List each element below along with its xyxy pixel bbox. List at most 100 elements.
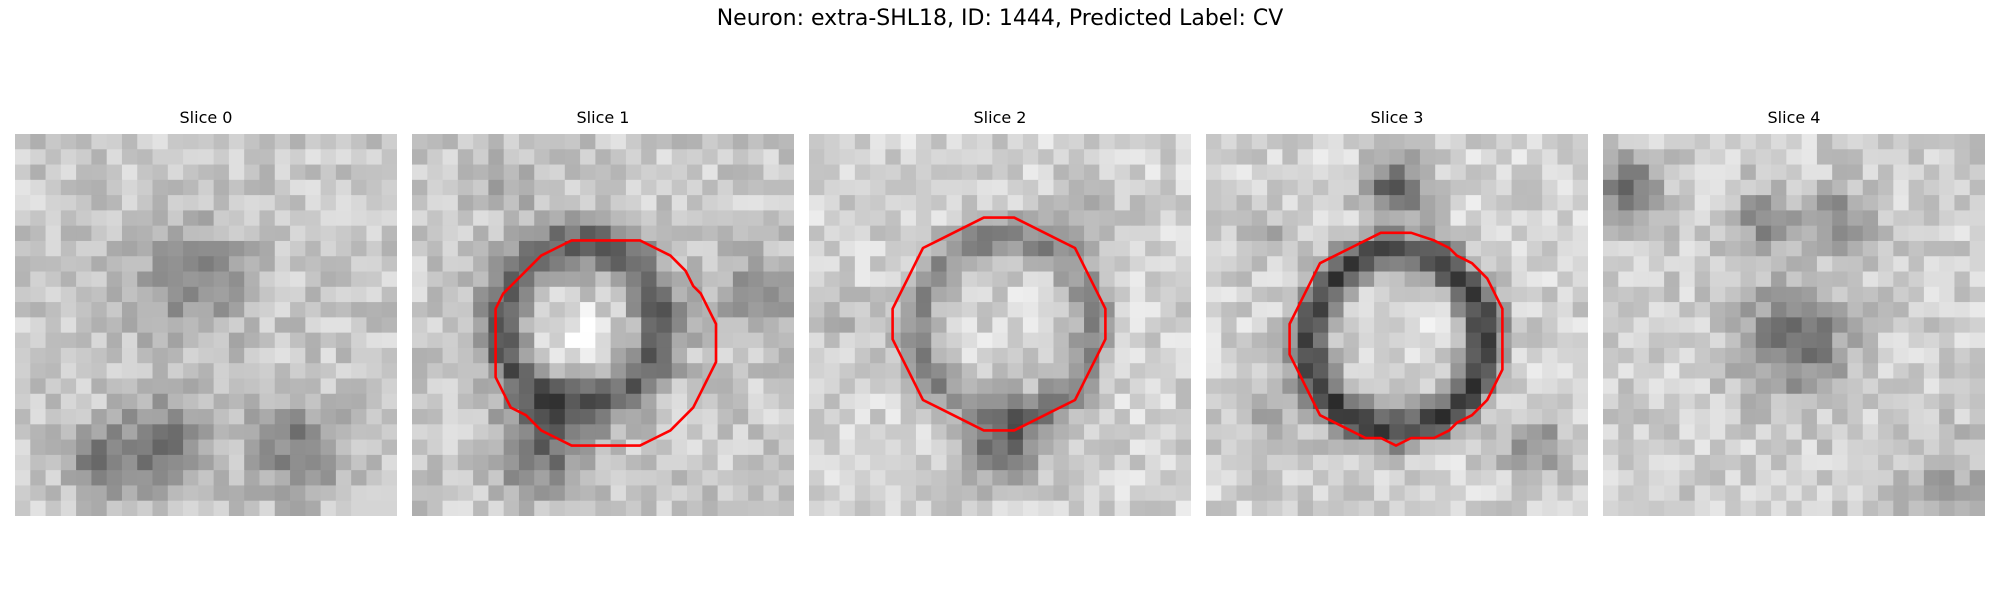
pixel	[824, 470, 841, 487]
pixel	[1160, 179, 1177, 196]
pixel	[1603, 286, 1619, 303]
pixel	[1343, 195, 1360, 211]
pixel	[961, 164, 978, 181]
pixel	[518, 378, 535, 395]
pixel	[748, 363, 765, 380]
pixel	[91, 179, 108, 196]
pixel	[1328, 286, 1345, 303]
pixel	[1206, 179, 1222, 196]
pixel	[625, 134, 642, 150]
pixel	[1847, 332, 1864, 349]
pixel	[244, 286, 261, 303]
pixel	[457, 225, 474, 242]
pixel	[106, 240, 123, 257]
pixel	[1755, 454, 1772, 471]
pixel	[1099, 439, 1116, 456]
pixel	[15, 393, 31, 410]
pixel	[610, 439, 627, 456]
pixel	[610, 347, 627, 364]
pixel	[1419, 424, 1436, 441]
pixel	[763, 439, 780, 456]
pixel	[1419, 149, 1436, 166]
pixel	[992, 149, 1009, 166]
pixel	[900, 179, 917, 196]
pixel	[946, 134, 963, 150]
pixel	[366, 439, 383, 456]
pixel	[1312, 317, 1329, 334]
pixel	[488, 454, 505, 471]
pixel	[1221, 240, 1238, 257]
pixel	[839, 424, 856, 441]
pixel	[1511, 363, 1528, 380]
pixel	[641, 363, 658, 380]
pixel	[1679, 347, 1696, 364]
pixel	[534, 195, 551, 211]
pixel	[1129, 332, 1146, 349]
pixel	[1251, 179, 1268, 196]
pixel	[1755, 195, 1772, 211]
pixel	[1175, 256, 1191, 273]
pixel	[1755, 393, 1772, 410]
pixel	[870, 439, 886, 456]
pixel	[1114, 256, 1131, 273]
pixel	[1389, 195, 1406, 211]
pixel	[106, 210, 123, 227]
pixel	[1786, 393, 1803, 410]
pixel	[1419, 378, 1436, 395]
pixel	[1007, 347, 1024, 364]
pixel	[824, 195, 841, 211]
pixel	[839, 195, 856, 211]
pixel	[1847, 393, 1864, 410]
pixel	[1969, 271, 1985, 288]
pixel	[961, 378, 978, 395]
pixel	[1511, 317, 1528, 334]
pixel	[1114, 424, 1131, 441]
pixel	[1572, 134, 1588, 150]
pixel	[320, 210, 337, 227]
pixel	[1068, 302, 1085, 318]
pixel	[1572, 470, 1588, 487]
pixel	[1725, 332, 1742, 349]
pixel	[274, 378, 291, 395]
pixel	[137, 134, 154, 150]
pixel	[1022, 378, 1039, 395]
pixel	[1740, 134, 1757, 150]
pixel	[1832, 424, 1849, 441]
pixel	[259, 332, 276, 349]
pixel	[274, 363, 291, 380]
pixel	[518, 347, 535, 364]
pixel	[1878, 225, 1894, 242]
pixel	[320, 470, 337, 487]
slice-0-pixels	[15, 134, 397, 516]
pixel	[1053, 302, 1070, 318]
pixel	[885, 454, 902, 471]
pixel	[564, 393, 581, 410]
pixel	[76, 179, 92, 196]
pixel	[610, 149, 627, 166]
pixel	[870, 363, 886, 380]
pixel	[595, 179, 612, 196]
pixel	[427, 409, 444, 425]
pixel	[717, 256, 734, 273]
pixel	[228, 393, 245, 410]
pixel	[1084, 164, 1100, 181]
pixel	[580, 164, 596, 181]
pixel	[702, 240, 719, 257]
pixel	[1786, 286, 1803, 303]
pixel	[1633, 210, 1650, 227]
pixel	[1450, 271, 1467, 288]
pixel	[381, 378, 397, 395]
pixel	[15, 210, 31, 227]
pixel	[167, 179, 184, 196]
pixel	[1542, 409, 1559, 425]
pixel	[91, 210, 108, 227]
pixel	[412, 378, 428, 395]
pixel	[412, 271, 428, 288]
pixel	[1954, 424, 1971, 441]
pixel	[977, 240, 993, 257]
pixel	[91, 240, 108, 257]
pixel	[641, 179, 658, 196]
pixel	[1496, 470, 1513, 487]
pixel	[1740, 179, 1757, 196]
pixel	[1969, 240, 1985, 257]
